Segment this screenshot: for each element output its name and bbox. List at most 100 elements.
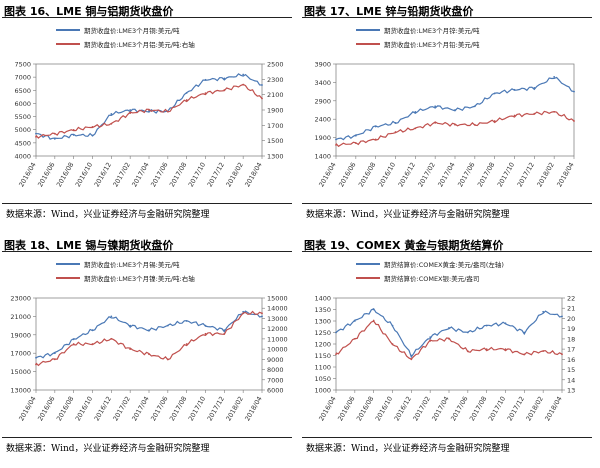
- data-point: [523, 353, 526, 356]
- source-rule: [2, 437, 292, 438]
- series-line: [335, 308, 563, 359]
- data-point: [110, 315, 113, 318]
- x-tick-label: 2018/02: [535, 161, 555, 188]
- data-point: [434, 105, 437, 108]
- source-rule: [302, 437, 592, 438]
- x-tick-label: 2017/04: [436, 161, 456, 188]
- x-tick-label: 2016/08: [357, 161, 377, 188]
- data-point: [410, 354, 413, 357]
- data-point: [414, 127, 417, 130]
- data-point: [110, 113, 113, 115]
- data-point: [185, 320, 188, 322]
- y2-tick-label: 12000: [267, 325, 288, 333]
- data-point: [261, 312, 263, 315]
- data-point: [533, 112, 536, 115]
- data-point: [466, 350, 469, 353]
- data-point: [129, 348, 132, 351]
- figure-title: 图表 19、COMEX 黄金与银期货结算价: [304, 239, 504, 252]
- y-tick-label: 1150: [314, 352, 331, 360]
- x-tick-label: 2017/08: [476, 161, 496, 188]
- y2-tick-label: 13: [567, 387, 575, 395]
- y2-tick-label: 1700: [267, 122, 284, 130]
- figure-title: 图表 16、LME 铜与铝期货收盘价: [4, 5, 174, 18]
- data-point: [129, 324, 132, 327]
- x-tick-label: 2016/04: [317, 395, 337, 422]
- y2-tick-label: 15: [567, 366, 575, 374]
- data-point: [242, 312, 245, 315]
- source-note: 数据来源：Wind，兴业证券经济与金融研究院整理: [306, 444, 510, 454]
- x-tick-label: 2017/10: [496, 161, 516, 188]
- data-point: [129, 112, 132, 114]
- source-note: 数据来源：Wind，兴业证券经济与金融研究院整理: [6, 210, 210, 220]
- title-rule: [2, 17, 292, 18]
- data-point: [261, 315, 263, 318]
- y2-tick-label: 14: [567, 376, 575, 384]
- data-point: [394, 121, 397, 124]
- source-note: 数据来源：Wind，兴业证券经济与金融研究院整理: [306, 210, 510, 220]
- x-tick-label: 2017/10: [187, 395, 207, 422]
- y-tick-label: 23000: [10, 295, 31, 303]
- title-rule: [2, 251, 292, 252]
- data-point: [129, 109, 132, 111]
- data-point: [448, 327, 450, 329]
- data-point: [553, 75, 556, 78]
- data-point: [223, 332, 226, 335]
- data-point: [72, 129, 75, 131]
- y2-tick-label: 16: [567, 356, 575, 364]
- y-tick-label: 6500: [14, 87, 31, 95]
- y2-tick-label: 2100: [267, 91, 284, 99]
- y-tick-label: 1200: [314, 341, 331, 349]
- y2-tick-label: 10000: [267, 346, 288, 354]
- x-tick-label: 2016/12: [93, 161, 113, 188]
- data-point: [72, 343, 75, 345]
- x-tick-label: 2017/06: [149, 161, 169, 188]
- x-tick-label: 2016/12: [397, 161, 417, 188]
- x-tick-label: 2017/06: [449, 395, 469, 422]
- chart-panel-zinc-lead: 图表 17、LME 锌与铅期货收盘价 期货收盘价:LME3个月锌:美元/吨 期货收…: [302, 0, 598, 232]
- y-tick-label: 1000: [314, 387, 331, 395]
- x-tick-label: 2017/10: [187, 161, 207, 188]
- y2-tick-label: 18: [567, 335, 575, 343]
- x-tick-label: 2016/08: [355, 395, 375, 422]
- x-tick-label: 2016/12: [93, 395, 113, 422]
- y-tick-label: 7000: [14, 74, 31, 82]
- y-tick-label: 1350: [314, 306, 331, 314]
- x-tick-label: 2016/10: [374, 395, 394, 422]
- data-point: [35, 132, 37, 135]
- chart-panel-gold-silver: 图表 19、COMEX 黄金与银期货结算价 期货结算价:COMEX黄金:美元/盎…: [302, 234, 598, 466]
- x-tick-label: 2018/02: [224, 161, 244, 188]
- data-point: [53, 352, 56, 355]
- y2-tick-label: 15000: [267, 295, 288, 303]
- chart-panel-tin-nickel: 图表 18、LME 锡与镍期货收盘价 期货收盘价:LME3个月锡:美元/吨 期货收…: [2, 234, 298, 466]
- x-tick-label: 2016/04: [317, 161, 337, 188]
- data-point: [353, 337, 356, 340]
- legend-label: 期货收盘价:LME3个月锡:美元/吨: [84, 260, 180, 269]
- data-point: [493, 92, 496, 95]
- figure-title: 图表 17、LME 锌与铅期货收盘价: [304, 5, 474, 18]
- y-tick-label: 7500: [14, 61, 31, 69]
- legend-label: 期货结算价:COMEX黄金:美元/盎司(左轴): [384, 260, 504, 269]
- series-line: [35, 310, 263, 367]
- data-point: [533, 87, 536, 89]
- y2-tick-label: 17: [567, 346, 575, 354]
- data-point: [72, 338, 75, 341]
- x-tick-label: 2017/12: [206, 161, 226, 188]
- data-point: [166, 358, 169, 361]
- y-tick-label: 17000: [10, 350, 31, 358]
- data-point: [223, 89, 226, 91]
- x-tick-label: 2017/04: [130, 395, 150, 422]
- y-tick-label: 15000: [10, 368, 31, 376]
- x-tick-label: 2017/04: [130, 161, 150, 188]
- x-tick-label: 2016/06: [36, 161, 56, 188]
- x-tick-label: 2018/04: [555, 161, 575, 188]
- y2-tick-label: 9000: [267, 356, 284, 364]
- x-tick-label: 2016/04: [17, 395, 37, 422]
- data-point: [573, 90, 575, 93]
- data-point: [204, 78, 207, 81]
- x-tick-label: 2016/04: [17, 161, 37, 188]
- data-point: [35, 135, 37, 138]
- x-tick-label: 2018/04: [543, 395, 563, 422]
- data-point: [391, 324, 394, 327]
- data-point: [185, 343, 188, 345]
